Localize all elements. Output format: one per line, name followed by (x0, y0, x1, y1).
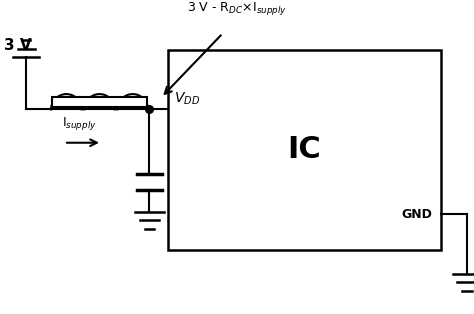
Text: IC: IC (288, 135, 321, 164)
Text: I$_{{supply}}$: I$_{{supply}}$ (62, 115, 96, 132)
Bar (52, 97, 147, 107)
Bar (168, 50, 441, 250)
Text: 3 V - R$_{{DC}}$×I$_{{supply}}$: 3 V - R$_{{DC}}$×I$_{{supply}}$ (187, 0, 287, 17)
Text: GND: GND (401, 208, 432, 221)
Text: 3 V: 3 V (4, 38, 31, 53)
Text: V$_{{DD}}$: V$_{{DD}}$ (174, 91, 200, 107)
